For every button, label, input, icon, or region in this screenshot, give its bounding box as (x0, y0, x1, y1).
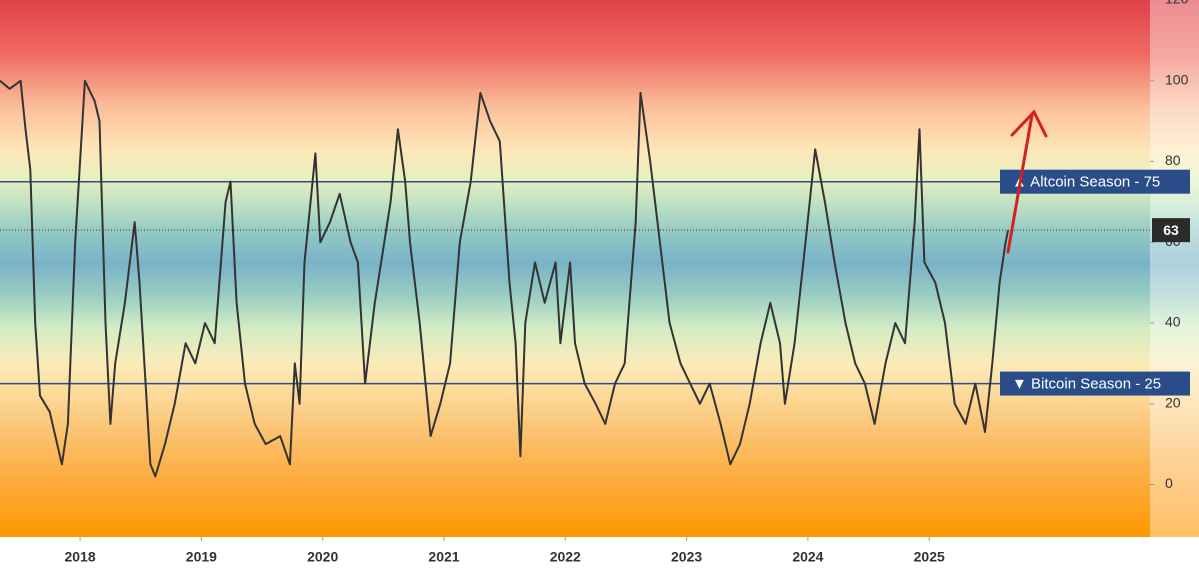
y-tick-label: 100 (1165, 71, 1189, 87)
y-tick-label: 120 (1165, 0, 1189, 7)
threshold-label: ▲ Altcoin Season - 75 (1012, 174, 1160, 191)
threshold-label-box (1000, 169, 1190, 194)
trend-arrow (1006, 109, 1048, 254)
x-tick-label: 2018 (64, 549, 95, 565)
y-tick-label: 20 (1165, 394, 1181, 410)
x-tick-label: 2020 (307, 549, 338, 565)
x-tick-label: 2019 (186, 549, 217, 565)
y-tick-label: 80 (1165, 152, 1181, 168)
background-gradient (0, 0, 1150, 537)
x-axis-band (0, 537, 1199, 569)
current-value-box (1152, 218, 1190, 243)
x-tick-label: 2023 (671, 549, 702, 565)
data-line (0, 79, 1010, 478)
x-tick-label: 2021 (428, 549, 459, 565)
threshold-label-box (1000, 371, 1190, 396)
x-tick-label: 2024 (792, 549, 823, 565)
x-tick-label: 2025 (914, 549, 945, 565)
y-tick-label: 0 (1165, 475, 1173, 491)
x-tick-label: 2022 (550, 549, 581, 565)
y-tick-label: 40 (1165, 314, 1181, 330)
current-value-label: 63 (1163, 222, 1179, 238)
axis-background (1150, 0, 1199, 537)
threshold-label: ▼ Bitcoin Season - 25 (1012, 376, 1161, 393)
